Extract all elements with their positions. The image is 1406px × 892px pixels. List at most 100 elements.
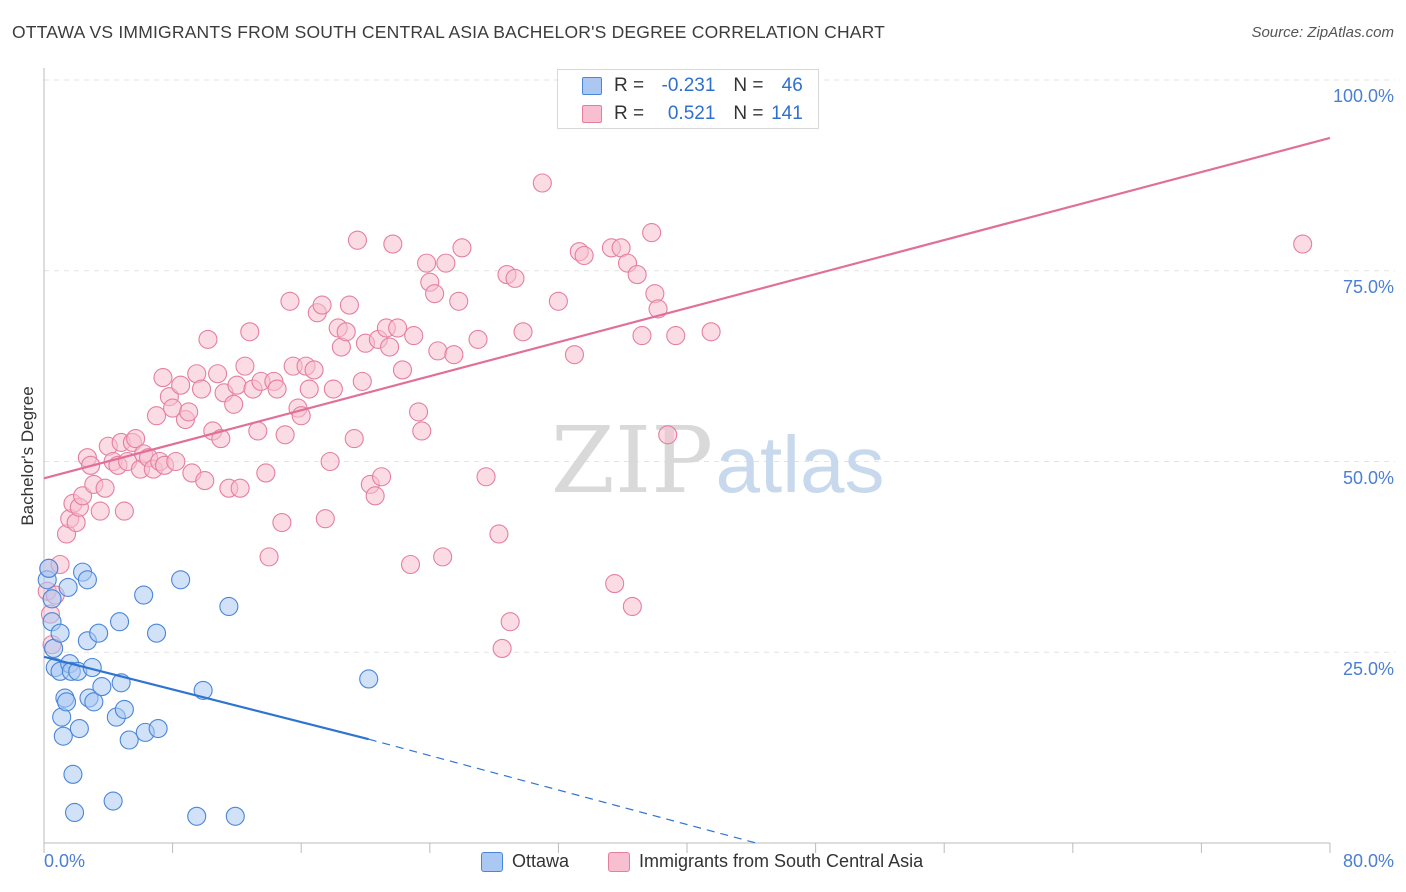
- data-point: [436, 253, 456, 273]
- data-point: [267, 379, 287, 399]
- chart-title: OTTAWA VS IMMIGRANTS FROM SOUTH CENTRAL …: [12, 22, 886, 42]
- data-point: [195, 471, 215, 491]
- data-point: [256, 463, 276, 483]
- data-point: [574, 245, 594, 266]
- data-point: [505, 268, 525, 288]
- n-label: N =: [733, 103, 764, 124]
- data-point: [211, 429, 231, 449]
- data-point: [280, 291, 300, 311]
- data-point: [193, 680, 213, 700]
- data-point: [476, 467, 496, 487]
- data-point: [500, 612, 520, 632]
- axes: [43, 68, 1331, 853]
- legend-label: Immigrants from South Central Asia: [639, 851, 924, 871]
- data-point: [1293, 234, 1313, 254]
- trend-lines: [43, 136, 1331, 844]
- data-point: [227, 375, 247, 395]
- x-tick-label-min: 0.0%: [44, 851, 86, 871]
- data-point: [352, 371, 372, 391]
- legend-item-immigrants[interactable]: Immigrants from South Central Asia: [608, 851, 923, 872]
- n-value: 141: [771, 103, 803, 124]
- data-point: [146, 623, 167, 643]
- r-value: -0.231: [661, 75, 716, 96]
- y-axis-label: Bachelor's Degree: [18, 386, 37, 526]
- x-tick-label-max: 80.0%: [1342, 851, 1394, 871]
- data-point: [126, 429, 146, 449]
- data-point: [166, 451, 186, 472]
- y-tick-label: 100.0%: [1332, 86, 1394, 106]
- data-point: [548, 291, 568, 311]
- r-label: R =: [614, 103, 645, 124]
- data-point: [56, 692, 77, 712]
- data-point: [701, 322, 721, 342]
- ottawa-legend-swatch: [481, 851, 503, 872]
- data-point: [119, 730, 139, 750]
- data-point: [148, 718, 168, 739]
- data-point: [64, 802, 85, 823]
- data-point: [275, 425, 295, 445]
- data-point: [513, 322, 533, 342]
- data-point: [42, 589, 62, 609]
- y-tick-label: 25.0%: [1342, 659, 1394, 679]
- data-point: [50, 623, 70, 643]
- data-point: [92, 677, 112, 697]
- r-label: R =: [614, 75, 645, 96]
- data-point: [134, 585, 154, 605]
- data-point: [58, 577, 78, 597]
- data-point: [103, 791, 123, 811]
- data-point: [84, 692, 104, 712]
- data-point: [666, 326, 686, 346]
- data-point: [400, 554, 421, 575]
- data-point: [344, 429, 364, 449]
- data-point: [69, 718, 89, 739]
- data-point: [452, 238, 472, 258]
- r-value: 0.521: [667, 103, 716, 124]
- data-point: [171, 375, 191, 395]
- data-point: [114, 699, 134, 720]
- data-point: [449, 291, 469, 311]
- data-point: [380, 337, 400, 357]
- data-point: [417, 253, 437, 273]
- y-tick-label: 50.0%: [1342, 468, 1394, 488]
- data-point: [90, 501, 110, 521]
- data-point: [225, 806, 245, 826]
- data-point: [320, 451, 340, 472]
- data-point: [627, 265, 647, 285]
- data-point: [642, 223, 662, 243]
- legend-label: Ottawa: [512, 851, 570, 871]
- immigrants-trend-line: [43, 136, 1331, 480]
- source-label: Source: ZipAtlas.com: [1251, 24, 1394, 41]
- watermark-zip: ZIP: [551, 407, 713, 514]
- data-point: [392, 360, 413, 380]
- legend-item-ottawa[interactable]: Ottawa: [481, 851, 569, 872]
- data-point: [658, 425, 678, 445]
- data-point: [73, 486, 93, 506]
- data-point: [153, 368, 173, 388]
- data-point: [235, 356, 255, 376]
- data-point: [114, 501, 134, 521]
- data-point: [468, 329, 488, 349]
- ottawa-trend-extension: [368, 738, 757, 844]
- data-point: [77, 570, 97, 590]
- data-point: [408, 402, 429, 422]
- n-label: N =: [733, 75, 764, 96]
- ottawa-trend-line: [43, 655, 369, 741]
- data-point: [648, 299, 668, 319]
- data-point: [359, 669, 379, 689]
- stats-legend-box: R = -0.231 N = 46 R = 0.521 N = 141: [557, 69, 819, 129]
- data-point: [532, 173, 552, 193]
- immigrants-points: [37, 173, 1313, 658]
- data-point: [492, 638, 512, 658]
- data-point: [605, 574, 625, 594]
- data-point: [299, 379, 319, 399]
- data-point: [412, 421, 432, 441]
- y-tick-label: 75.0%: [1342, 277, 1394, 297]
- data-point: [230, 478, 250, 498]
- data-point: [208, 364, 228, 384]
- data-point: [564, 345, 585, 365]
- data-point: [428, 341, 448, 361]
- data-point: [388, 318, 408, 338]
- data-point: [404, 326, 424, 346]
- data-point: [272, 512, 292, 533]
